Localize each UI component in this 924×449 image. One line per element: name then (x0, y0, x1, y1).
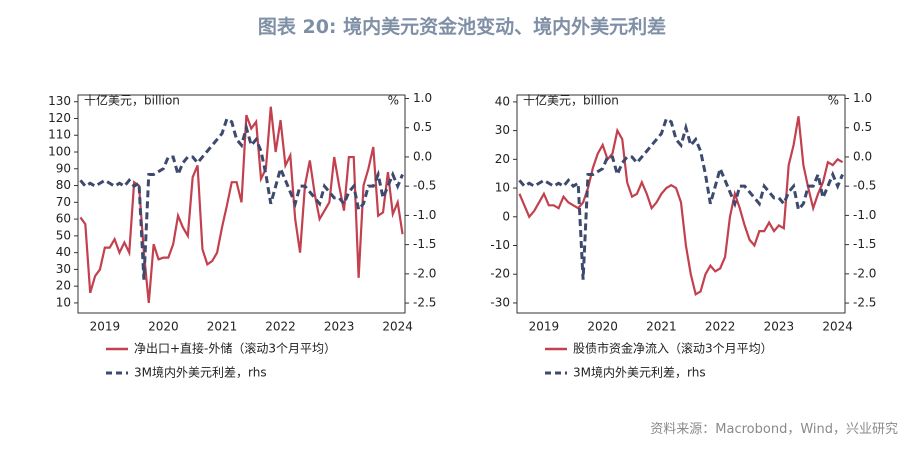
y-tick-label: -10 (490, 238, 510, 252)
series-line (518, 116, 844, 297)
title: 图表 20: 境内美元资金池变动、境内外美元利差 (257, 16, 667, 38)
legend-label: 净出口+直接-外储（滚动3个月平均） (134, 341, 336, 356)
y2-tick-label: -1.0 (853, 208, 876, 222)
x-tick-label: 2020 (587, 320, 618, 334)
y-tick-label: 10 (495, 181, 510, 195)
x-tick-label: 2023 (324, 320, 355, 334)
legend-label: 3M境内外美元利差，rhs (134, 365, 267, 380)
y-tick-label: -20 (490, 267, 510, 281)
series-line (518, 116, 844, 280)
y2-tick-label: -0.5 (853, 179, 876, 193)
y-tick-label: 60 (56, 212, 71, 226)
legend-label: 股债市资金净流入（滚动3个月平均） (573, 341, 773, 356)
y2-tick-label: 0.5 (413, 120, 432, 134)
x-tick-label: 2022 (265, 320, 296, 334)
x-tick-label: 2019 (529, 320, 560, 334)
y-tick-label: 120 (48, 111, 71, 125)
y2-tick-label: -0.5 (413, 179, 436, 193)
y2-tick-label: -2.0 (853, 266, 876, 280)
x-tick-label: 2019 (90, 320, 121, 334)
y2-tick-label: -1.5 (413, 237, 436, 251)
y2-tick-label: 0.0 (853, 149, 872, 163)
y2-tick-label: -2.5 (413, 296, 436, 310)
y-axis-label: 十亿美元，billion (523, 93, 619, 108)
y2-axis-label: % (388, 94, 399, 108)
y-axis-label: 十亿美元，billion (84, 93, 180, 108)
y-tick-label: 30 (495, 123, 510, 137)
y-tick-label: 50 (56, 228, 71, 242)
y-tick-label: 80 (56, 178, 71, 192)
y-tick-label: -30 (490, 295, 510, 309)
y-tick-label: 40 (56, 245, 71, 259)
y2-tick-label: 0.0 (413, 149, 432, 163)
y-tick-label: 40 (495, 94, 510, 108)
y2-tick-label: -1.5 (853, 237, 876, 251)
y-tick-label: 0 (502, 209, 510, 223)
plot-frame (516, 94, 846, 314)
x-tick-label: 2022 (705, 320, 736, 334)
x-tick-label: 2021 (207, 320, 238, 334)
plot-frame (77, 94, 406, 314)
y-tick-label: 70 (56, 195, 71, 209)
x-tick-label: 2024 (382, 320, 413, 334)
y-tick-label: 110 (48, 128, 71, 142)
source: 资料来源：Macrobond，Wind，兴业研究 (650, 422, 898, 437)
series-line (79, 106, 404, 304)
y-tick-label: 10 (56, 295, 71, 309)
y2-tick-label: 1.0 (413, 91, 432, 105)
y-tick-label: 90 (56, 161, 71, 175)
x-tick-label: 2020 (148, 320, 179, 334)
y-tick-label: 100 (48, 145, 71, 159)
y2-axis-label: % (828, 94, 839, 108)
y-tick-label: 30 (56, 262, 71, 276)
y-tick-label: 20 (56, 279, 71, 293)
y-tick-label: 20 (495, 152, 510, 166)
x-tick-label: 2024 (822, 320, 853, 334)
y2-tick-label: -2.0 (413, 266, 436, 280)
y-tick-label: 130 (48, 94, 71, 108)
x-tick-label: 2021 (646, 320, 677, 334)
x-tick-label: 2023 (764, 320, 795, 334)
legend-label: 3M境内外美元利差，rhs (573, 365, 706, 380)
y2-tick-label: -1.0 (413, 208, 436, 222)
y2-tick-label: 0.5 (853, 120, 872, 134)
series-line (79, 116, 404, 280)
y2-tick-label: 1.0 (853, 91, 872, 105)
y2-tick-label: -2.5 (853, 296, 876, 310)
